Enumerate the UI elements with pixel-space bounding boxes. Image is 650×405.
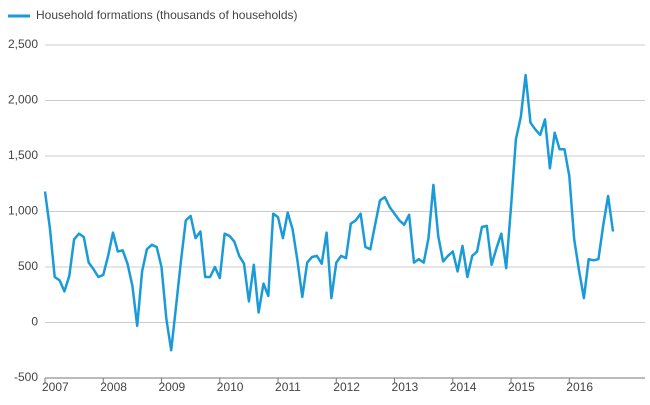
x-tick-label: 2008 [100, 380, 127, 394]
y-tick-label: 2,000 [8, 93, 38, 107]
data-line [43, 73, 615, 352]
y-tick-label: 1,000 [8, 204, 38, 218]
x-tick-label: 2015 [508, 380, 535, 394]
y-tick-label: 500 [18, 259, 38, 273]
y-tick-label: -500 [14, 370, 38, 384]
y-tick-label: 1,500 [8, 148, 38, 162]
x-tick-label: 2013 [392, 380, 419, 394]
x-tick-label: 2010 [217, 380, 244, 394]
x-tick-label: 2012 [333, 380, 360, 394]
y-tick-label: 0 [31, 315, 38, 329]
x-tick-label: 2014 [450, 380, 477, 394]
x-tick-label: 2009 [159, 380, 186, 394]
x-tick-label: 2016 [566, 380, 593, 394]
legend-label: Household formations (thousands of house… [36, 8, 298, 22]
x-tick-label: 2011 [275, 380, 301, 394]
x-tick-label: 2007 [42, 380, 69, 394]
y-tick-label: 2,500 [8, 37, 38, 51]
